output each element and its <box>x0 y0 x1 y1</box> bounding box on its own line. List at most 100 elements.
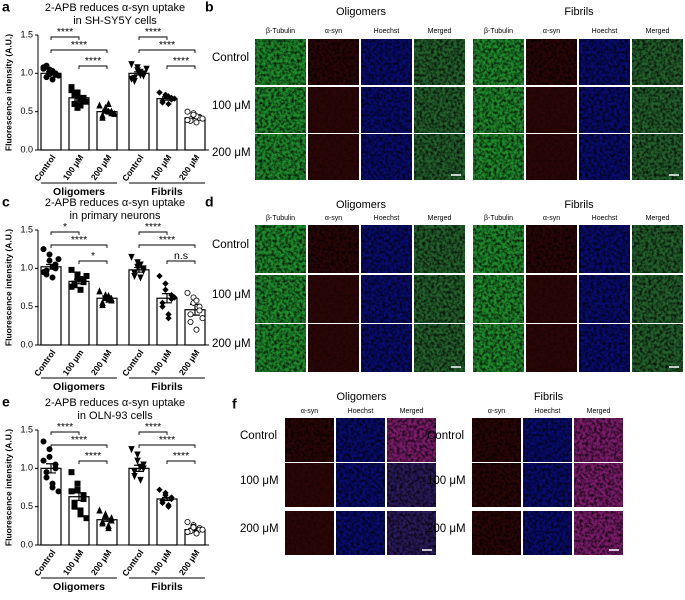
chart-title: 2-APB reduces α-syn uptake <box>45 2 185 14</box>
y-tick-label: 1.0 <box>20 68 33 78</box>
bar <box>156 297 178 346</box>
x-tick-label: 100 μm <box>60 347 85 377</box>
micrograph-texture <box>632 87 683 133</box>
column-header: β-Tubulin <box>484 215 513 222</box>
significance-bracket <box>166 460 196 464</box>
data-point <box>40 438 47 445</box>
bar <box>128 269 150 346</box>
data-point <box>55 256 62 263</box>
significance-bracket <box>138 431 168 435</box>
data-point <box>156 272 163 280</box>
bar <box>156 98 178 151</box>
data-point <box>190 111 197 118</box>
data-point <box>49 484 56 491</box>
column-header: Hoechst <box>535 408 561 415</box>
significance-bracket <box>138 36 168 40</box>
micrograph-texture <box>579 225 630 273</box>
y-tick-label: 1.0 <box>20 263 33 273</box>
micrograph-texture <box>387 418 436 462</box>
micrograph-texture <box>387 463 436 507</box>
micrograph-texture <box>472 418 521 462</box>
group-label: Oligomers <box>53 581 105 593</box>
data-point <box>168 495 175 503</box>
data-point <box>137 476 144 484</box>
column-header: Merged <box>428 215 452 222</box>
panel-label: d <box>205 194 214 210</box>
significance-bracket <box>50 36 80 40</box>
micrograph-texture <box>414 39 465 85</box>
micrograph-texture <box>308 324 359 372</box>
column-header: α-syn <box>543 215 560 222</box>
data-point <box>162 286 169 293</box>
micrograph-texture <box>414 324 465 372</box>
micrograph-texture <box>414 134 465 180</box>
y-tick-label: 1.5 <box>20 424 33 434</box>
data-point <box>187 311 194 318</box>
column-header: Merged <box>587 408 611 415</box>
data-point <box>165 93 172 100</box>
significance-label: **** <box>159 234 175 246</box>
data-point <box>52 465 59 472</box>
data-point <box>137 261 144 269</box>
group-label: Fibrils <box>151 581 183 593</box>
data-point <box>156 486 163 493</box>
x-tick-label: 200 μM <box>89 548 114 577</box>
data-point <box>184 289 191 296</box>
significance-label: * <box>63 221 67 233</box>
group-label: Fibrils <box>151 186 183 198</box>
data-point <box>128 253 135 261</box>
x-tick-label: 100 μM <box>149 548 174 577</box>
column-header: β-Tubulin <box>266 28 295 35</box>
micrograph-texture <box>526 87 577 133</box>
micrograph-texture <box>414 225 465 273</box>
micrograph-texture <box>574 511 623 555</box>
group-title: Oligomers <box>336 6 387 18</box>
group-title: Fibrils <box>564 6 594 18</box>
column-header: Hoechst <box>374 215 400 222</box>
x-tick-label: Control <box>120 348 146 378</box>
x-tick-label: 200 μM <box>177 153 202 182</box>
data-point <box>77 276 84 283</box>
significance-label: **** <box>57 421 73 433</box>
x-tick-label: 200 μM <box>177 548 202 577</box>
micrograph-texture <box>308 275 359 323</box>
data-point <box>83 272 90 279</box>
data-point <box>77 511 84 518</box>
group-title: Fibrils <box>564 199 594 211</box>
x-tick-label: 100 μM <box>61 153 86 182</box>
y-axis-label: Fluorescence intensity (A.U.) <box>3 429 13 546</box>
micrograph-texture <box>632 134 683 180</box>
data-point <box>68 266 75 273</box>
data-point <box>55 72 62 79</box>
row-label: Control <box>212 239 249 251</box>
micrograph-texture <box>285 511 334 555</box>
y-tick-label: 0.5 <box>20 106 33 116</box>
significance-label: **** <box>85 55 101 67</box>
data-point <box>171 294 178 301</box>
data-point <box>162 280 169 287</box>
micrograph-texture <box>473 39 524 85</box>
micrograph-texture <box>255 324 306 372</box>
y-tick-label: 0.0 <box>20 144 33 154</box>
data-point <box>43 469 50 476</box>
data-point <box>184 108 191 115</box>
micrograph-texture <box>526 39 577 85</box>
data-point <box>49 274 56 281</box>
data-point <box>131 78 138 86</box>
micrograph-texture <box>387 511 436 555</box>
data-point <box>96 506 103 514</box>
x-tick-label: Control <box>32 348 58 378</box>
data-point <box>128 446 135 454</box>
significance-bracket <box>78 260 108 264</box>
data-point <box>171 95 178 102</box>
micrograph-texture <box>579 39 630 85</box>
data-point <box>77 96 84 103</box>
column-header: α-syn <box>543 28 560 35</box>
significance-bracket <box>50 231 80 235</box>
micrograph-texture <box>574 418 623 462</box>
significance-bracket <box>78 460 108 464</box>
data-point <box>159 99 166 106</box>
data-point <box>190 524 197 531</box>
y-tick-label: 0.5 <box>20 301 33 311</box>
